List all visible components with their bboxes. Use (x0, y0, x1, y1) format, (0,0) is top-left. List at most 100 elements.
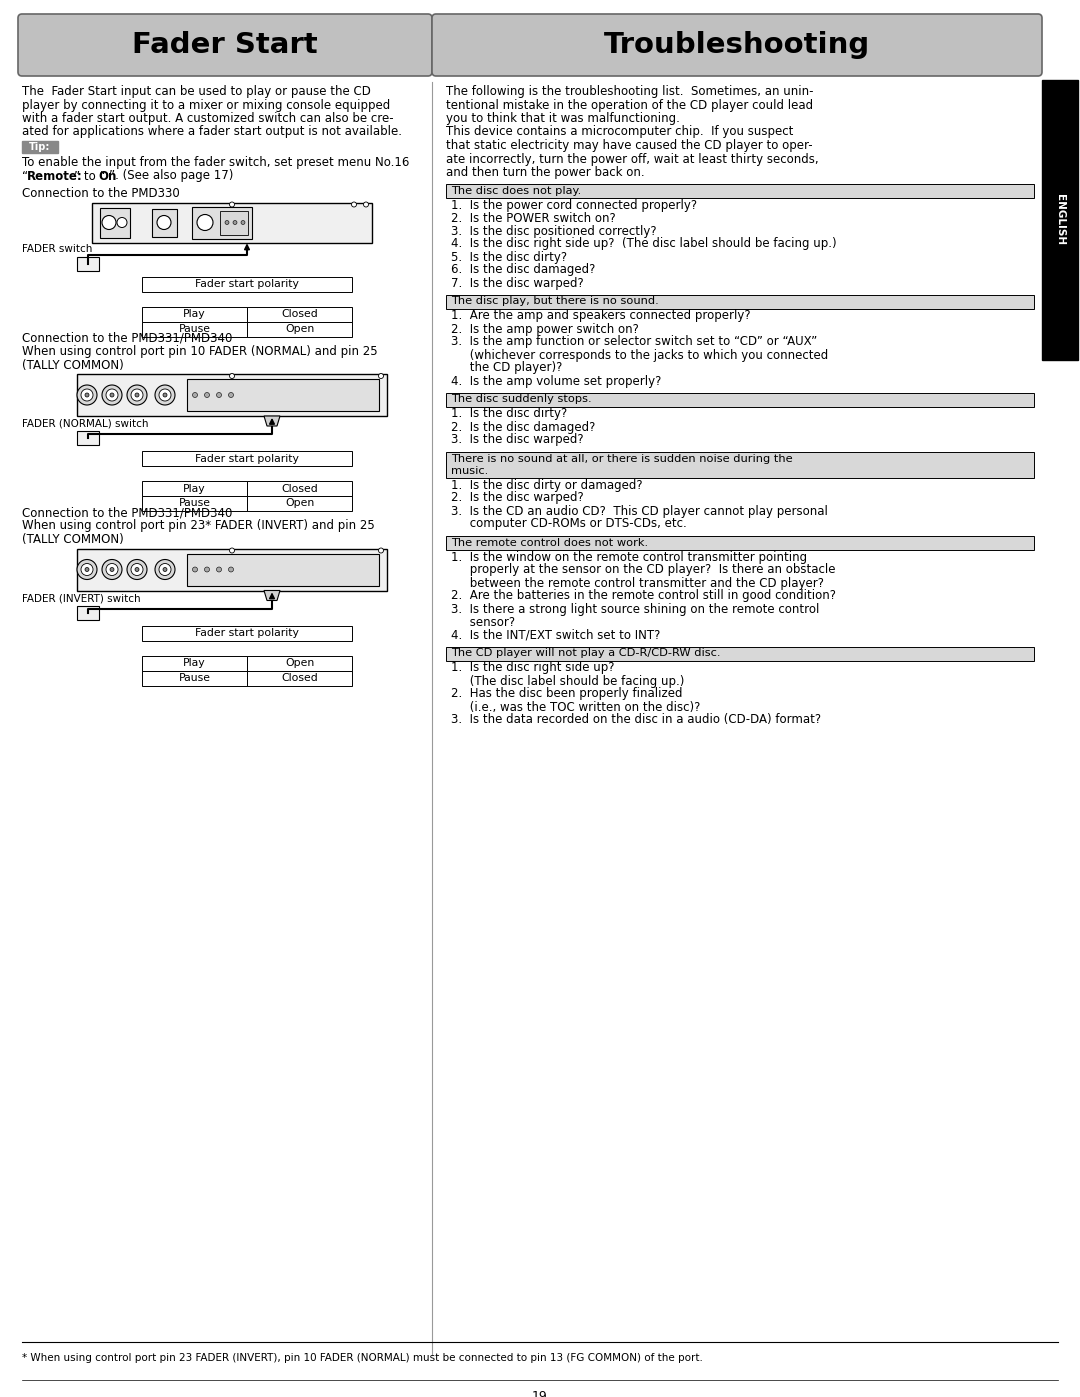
Bar (141, 626, 352, 640)
Text: Fader start polarity: Fader start polarity (195, 629, 299, 638)
Text: Closed: Closed (281, 309, 318, 319)
Circle shape (225, 221, 229, 225)
Text: * When using control port pin 23 FADER (INVERT), pin 10 FADER (NORMAL) must be c: * When using control port pin 23 FADER (… (22, 1354, 703, 1363)
Circle shape (131, 388, 143, 401)
Bar (247, 481, 352, 496)
Text: “: “ (22, 169, 28, 183)
Text: (i.e., was the TOC written on the disc)?: (i.e., was the TOC written on the disc)? (451, 700, 700, 714)
Bar (141, 306, 247, 321)
Bar (77, 257, 99, 271)
Text: Connection to the PMD330: Connection to the PMD330 (22, 187, 179, 200)
Text: Tip:: Tip: (29, 142, 51, 152)
Text: 2.  Is the amp power switch on?: 2. Is the amp power switch on? (451, 323, 639, 335)
Text: 1.  Is the window on the remote control transmitter pointing: 1. Is the window on the remote control t… (451, 550, 807, 563)
Text: When using control port pin 23* FADER (INVERT) and pin 25: When using control port pin 23* FADER (I… (22, 520, 375, 532)
Text: Fader start polarity: Fader start polarity (195, 454, 299, 464)
Text: The remote control does not work.: The remote control does not work. (451, 538, 648, 548)
Bar (247, 671, 352, 686)
Text: The disc suddenly stops.: The disc suddenly stops. (451, 394, 592, 405)
Bar (100, 208, 130, 237)
Text: 19: 19 (532, 1390, 548, 1397)
Text: you to think that it was malfunctioning.: you to think that it was malfunctioning. (446, 112, 680, 124)
Circle shape (102, 560, 122, 580)
Text: (TALLY COMMON): (TALLY COMMON) (22, 359, 124, 372)
Text: Pause: Pause (178, 324, 211, 334)
Text: 2.  Has the disc been properly finalized: 2. Has the disc been properly finalized (451, 687, 683, 700)
Text: Pause: Pause (178, 673, 211, 683)
Bar (141, 496, 247, 511)
Circle shape (204, 567, 210, 571)
Circle shape (156, 560, 175, 580)
Bar (446, 183, 1034, 197)
Bar (141, 451, 352, 467)
Text: Fader Start: Fader Start (132, 31, 318, 59)
Text: the CD player)?: the CD player)? (451, 362, 563, 374)
Circle shape (110, 393, 114, 397)
Text: 7.  Is the disc warped?: 7. Is the disc warped? (451, 277, 584, 289)
Bar (446, 295, 1034, 309)
Text: Play: Play (184, 658, 206, 668)
Text: (TALLY COMMON): (TALLY COMMON) (22, 534, 124, 546)
Circle shape (233, 221, 237, 225)
Circle shape (135, 567, 139, 571)
Bar (446, 393, 1034, 407)
Circle shape (216, 567, 221, 571)
Circle shape (378, 548, 383, 553)
Text: (The disc label should be facing up.): (The disc label should be facing up.) (451, 675, 685, 687)
Circle shape (229, 393, 233, 398)
Text: 3.  Is the amp function or selector switch set to “CD” or “AUX”: 3. Is the amp function or selector switc… (451, 335, 818, 348)
Text: ”. (See also page 17): ”. (See also page 17) (109, 169, 233, 183)
Bar (141, 277, 352, 292)
Text: that static electricity may have caused the CD player to oper-: that static electricity may have caused … (446, 138, 812, 152)
Text: (whichever corresponds to the jacks to which you connected: (whichever corresponds to the jacks to w… (451, 348, 828, 362)
Bar (92, 203, 372, 243)
Circle shape (85, 393, 89, 397)
Text: 4.  Is the disc right side up?  (The disc label should be facing up.): 4. Is the disc right side up? (The disc … (451, 237, 837, 250)
Text: There is no sound at all, or there is sudden noise during the: There is no sound at all, or there is su… (451, 454, 793, 464)
Circle shape (364, 203, 368, 207)
Text: Open: Open (285, 658, 314, 668)
Text: properly at the sensor on the CD player?  Is there an obstacle: properly at the sensor on the CD player?… (451, 563, 836, 577)
Text: 4.  Is the INT/EXT switch set to INT?: 4. Is the INT/EXT switch set to INT? (451, 629, 660, 641)
Circle shape (85, 567, 89, 571)
Text: ate incorrectly, turn the power off, wait at least thirty seconds,: ate incorrectly, turn the power off, wai… (446, 152, 819, 165)
Circle shape (159, 563, 171, 576)
Text: 1.  Is the disc right side up?: 1. Is the disc right side up? (451, 662, 615, 675)
Text: ENGLISH: ENGLISH (1055, 194, 1065, 246)
Text: 1.  Is the disc dirty or damaged?: 1. Is the disc dirty or damaged? (451, 479, 643, 492)
Circle shape (163, 393, 167, 397)
Text: 4.  Is the amp volume set properly?: 4. Is the amp volume set properly? (451, 374, 661, 387)
Text: The following is the troubleshooting list.  Sometimes, an unin-: The following is the troubleshooting lis… (446, 85, 813, 98)
Text: Fader start polarity: Fader start polarity (195, 279, 299, 289)
Text: To enable the input from the fader switch, set preset menu No.16: To enable the input from the fader switc… (22, 156, 409, 169)
Text: 2.  Are the batteries in the remote control still in good condition?: 2. Are the batteries in the remote contr… (451, 590, 836, 602)
Circle shape (159, 388, 171, 401)
Text: 3.  Is the CD an audio CD?  This CD player cannot play personal: 3. Is the CD an audio CD? This CD player… (451, 504, 828, 517)
Text: sensor?: sensor? (451, 616, 515, 629)
Bar (141, 481, 247, 496)
Circle shape (241, 221, 245, 225)
Bar (247, 321, 352, 337)
Bar (247, 306, 352, 321)
Circle shape (102, 386, 122, 405)
Text: and then turn the power back on.: and then turn the power back on. (446, 166, 645, 179)
Circle shape (117, 218, 127, 228)
Text: The disc play, but there is no sound.: The disc play, but there is no sound. (451, 296, 659, 306)
Circle shape (216, 393, 221, 398)
Circle shape (110, 567, 114, 571)
Text: 3.  Is the disc warped?: 3. Is the disc warped? (451, 433, 583, 447)
Circle shape (81, 563, 93, 576)
Text: 3.  Is there a strong light source shining on the remote control: 3. Is there a strong light source shinin… (451, 602, 820, 616)
Circle shape (106, 388, 118, 401)
Text: Remote:: Remote: (27, 169, 83, 183)
Text: This device contains a microcomputer chip.  If you suspect: This device contains a microcomputer chi… (446, 126, 794, 138)
Text: 2.  Is the disc warped?: 2. Is the disc warped? (451, 492, 584, 504)
Text: Connection to the PMD331/PMD340: Connection to the PMD331/PMD340 (22, 506, 232, 520)
Text: Play: Play (184, 483, 206, 493)
Text: FADER switch: FADER switch (22, 244, 93, 254)
Bar (247, 655, 352, 671)
Bar (141, 655, 247, 671)
Text: 3.  Is the disc positioned correctly?: 3. Is the disc positioned correctly? (451, 225, 657, 237)
Bar (152, 208, 177, 236)
Circle shape (192, 567, 198, 571)
